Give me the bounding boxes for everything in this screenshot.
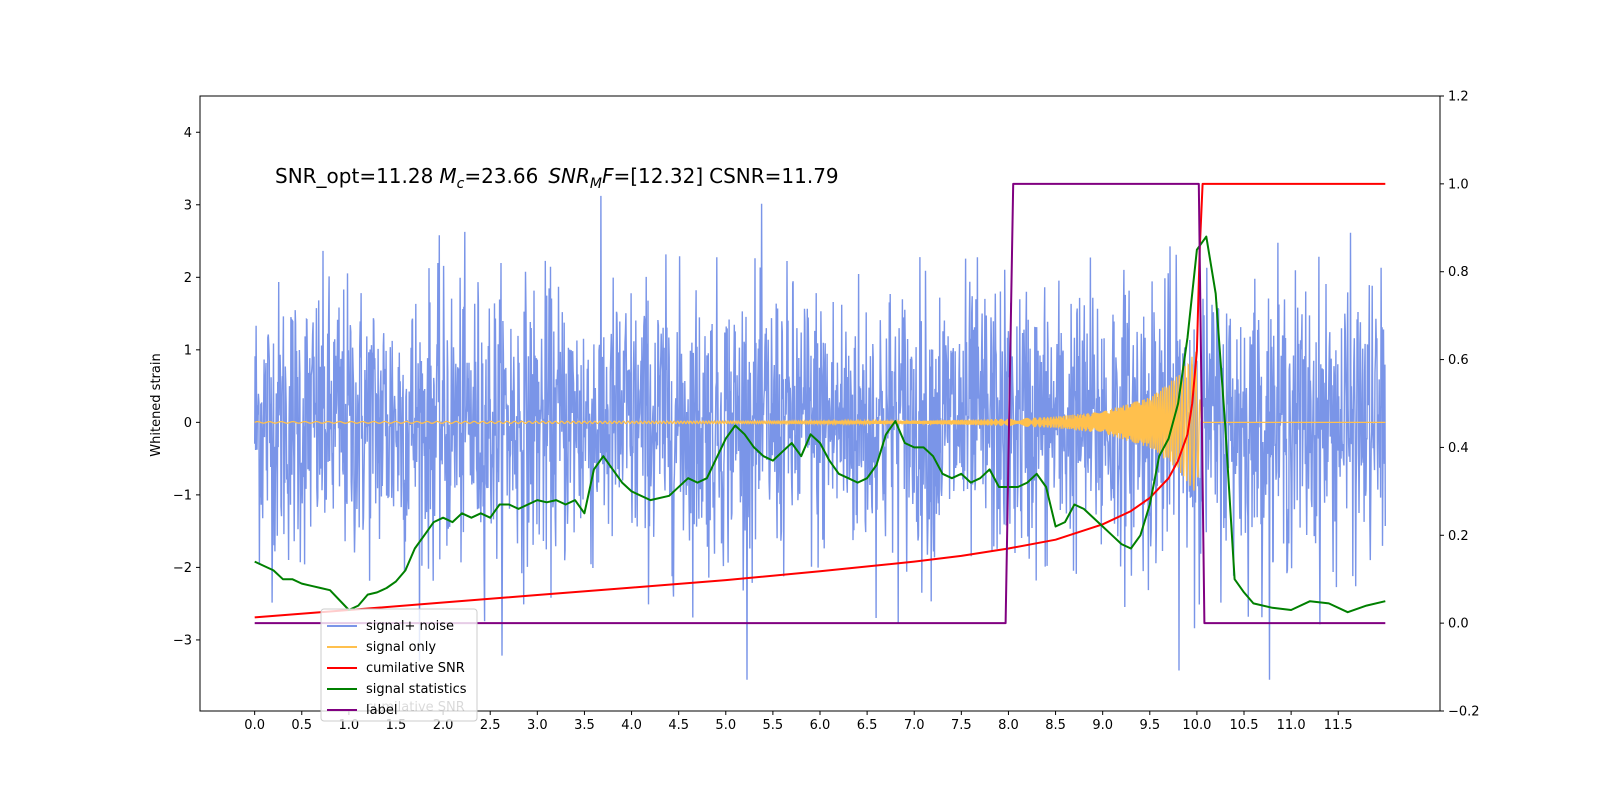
x-tick-label: 10.5 xyxy=(1230,718,1259,733)
series-signal-statistics xyxy=(254,235,1386,614)
x-tick-label: 5.0 xyxy=(715,718,736,733)
x-tick-label: 9.0 xyxy=(1092,718,1113,733)
x-tick-label: 4.5 xyxy=(668,718,689,733)
y-tick-label: 3 xyxy=(184,198,192,213)
annotation-snrmf-symbol: SNR xyxy=(548,164,590,188)
annotation-csnr: CSNR=11.79 xyxy=(709,164,839,188)
y2-tick-label: 1.2 xyxy=(1448,90,1469,105)
x-tick-label: 10.0 xyxy=(1182,718,1211,733)
y2-tick-label: −0.2 xyxy=(1448,705,1480,720)
y-tick-label: 2 xyxy=(184,271,192,286)
series-signal-only xyxy=(254,351,1386,491)
legend-label-signal: signal only xyxy=(366,640,436,655)
y-tick-label: 4 xyxy=(184,126,192,141)
series-cumulative-snr xyxy=(254,182,1386,619)
y-axis-title: Whitened strain xyxy=(149,353,164,456)
annotation-snrmf-value: =[12.32] xyxy=(614,164,704,188)
x-tick-label: 6.5 xyxy=(857,718,878,733)
x-tick-label: 0.0 xyxy=(244,718,265,733)
x-tick-label: 8.5 xyxy=(1045,718,1066,733)
annotation-snr-opt: SNR_opt=11.28 xyxy=(275,164,433,188)
x-tick-label: 7.5 xyxy=(951,718,972,733)
x-tick-label: 6.0 xyxy=(810,718,831,733)
x-tick-label: 1.0 xyxy=(339,718,360,733)
y2-tick-label: 0.2 xyxy=(1448,529,1469,544)
annotation-mc-symbol: M xyxy=(439,164,456,188)
series-layer xyxy=(254,182,1387,680)
y2-tick-label: 0.0 xyxy=(1448,617,1469,632)
annotation-mc-value: =23.66 xyxy=(464,164,538,188)
y2-tick-label: 0.6 xyxy=(1448,353,1469,368)
legend-box xyxy=(320,608,478,722)
legend-ghost-text: cumilative SNR xyxy=(366,700,465,715)
annotation-snrmf-subscript: M xyxy=(590,176,602,192)
x-tick-label: 3.0 xyxy=(527,718,548,733)
x-tick-label: 2.5 xyxy=(480,718,501,733)
series-label xyxy=(254,182,1386,625)
x-tick-label: 4.0 xyxy=(621,718,642,733)
legend-label-cumulative: cumilative SNR xyxy=(366,661,465,676)
y-axis-left: −3 −2 −1 0 1 2 3 4 xyxy=(173,126,200,648)
x-tick-label: 9.5 xyxy=(1139,718,1160,733)
legend-label-noise: signal+ noise xyxy=(366,619,454,634)
y-axis-right: −0.2 0.0 0.2 0.4 0.6 0.8 1.0 1.2 xyxy=(1440,90,1480,720)
y-tick-label: 1 xyxy=(184,343,192,358)
x-tick-label: 11.0 xyxy=(1277,718,1306,733)
y-tick-label: −1 xyxy=(173,488,192,503)
x-tick-label: 2.0 xyxy=(433,718,454,733)
x-tick-label: 5.5 xyxy=(763,718,784,733)
y-tick-label: 0 xyxy=(184,416,192,431)
legend: cumilative SNR signal+ noise signal only… xyxy=(320,608,478,722)
x-tick-label: 11.5 xyxy=(1324,718,1353,733)
y-tick-label: −2 xyxy=(173,561,192,576)
annotation-snrmf-f: F xyxy=(602,164,614,188)
annotation-text: SNR_opt=11.28 Mc=23.66 SNRMF=[12.32] CSNR=1… xyxy=(275,164,839,192)
annotation-mc-subscript: c xyxy=(457,176,465,192)
x-tick-label: 0.5 xyxy=(291,718,312,733)
x-tick-label: 1.5 xyxy=(386,718,407,733)
x-tick-label: 7.0 xyxy=(904,718,925,733)
x-tick-label: 3.5 xyxy=(574,718,595,733)
legend-label-statistics: signal statistics xyxy=(366,682,467,697)
y2-tick-label: 0.8 xyxy=(1448,265,1469,280)
y2-tick-label: 1.0 xyxy=(1448,177,1469,192)
legend-label-label: label xyxy=(366,703,397,718)
x-tick-label: 8.0 xyxy=(998,718,1019,733)
x-axis: 0.0 0.5 1.0 1.5 2.0 2.5 3.0 3.5 4.0 4.5 5.0 5.5 6.0 6… xyxy=(244,711,1353,733)
y2-tick-label: 0.4 xyxy=(1448,441,1469,456)
y-tick-label: −3 xyxy=(173,633,192,648)
